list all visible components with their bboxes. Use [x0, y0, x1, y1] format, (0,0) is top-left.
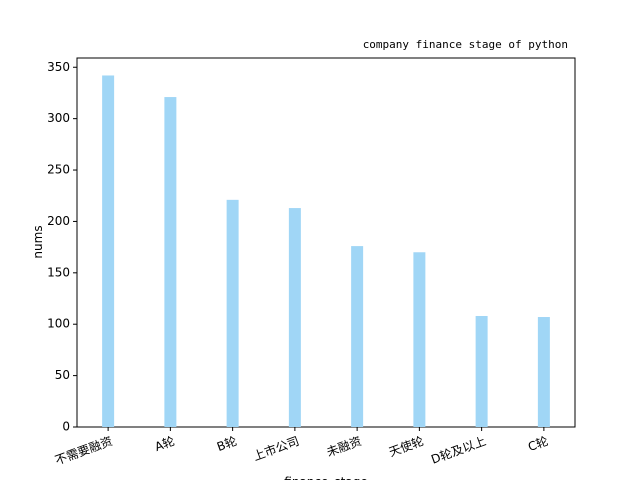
y-tick-label: 250 — [47, 163, 70, 177]
axes-frame — [76, 57, 576, 428]
x-tick-label: D轮及以上 — [429, 434, 488, 467]
bar — [475, 315, 488, 427]
bar — [413, 252, 426, 427]
x-tick-label: 不需要融资 — [53, 434, 114, 468]
x-axis-label: finance_stage — [284, 475, 367, 480]
y-tick-label: 50 — [55, 368, 70, 382]
x-tick-label: 天使轮 — [387, 433, 426, 459]
x-tick-label: 上市公司 — [251, 433, 301, 464]
x-tick-label: C轮 — [526, 434, 550, 454]
x-tick-label: 未融资 — [325, 434, 364, 459]
chart-title: company finance stage of python — [363, 38, 568, 51]
y-axis-label: nums — [31, 225, 45, 258]
x-tick-label: B轮 — [215, 434, 239, 454]
bar — [288, 208, 301, 427]
y-tick-label: 0 — [62, 420, 70, 434]
y-tick-label: 300 — [47, 111, 70, 125]
y-tick-label: 350 — [47, 60, 70, 74]
bar — [102, 75, 115, 427]
bar — [537, 317, 550, 427]
y-tick-label: 150 — [47, 265, 70, 279]
bar — [226, 199, 239, 427]
y-tick-label: 100 — [47, 317, 70, 331]
bar — [351, 246, 364, 427]
y-tick-label: 200 — [47, 214, 70, 228]
bar — [164, 97, 177, 427]
x-tick-label: A轮 — [153, 434, 177, 454]
